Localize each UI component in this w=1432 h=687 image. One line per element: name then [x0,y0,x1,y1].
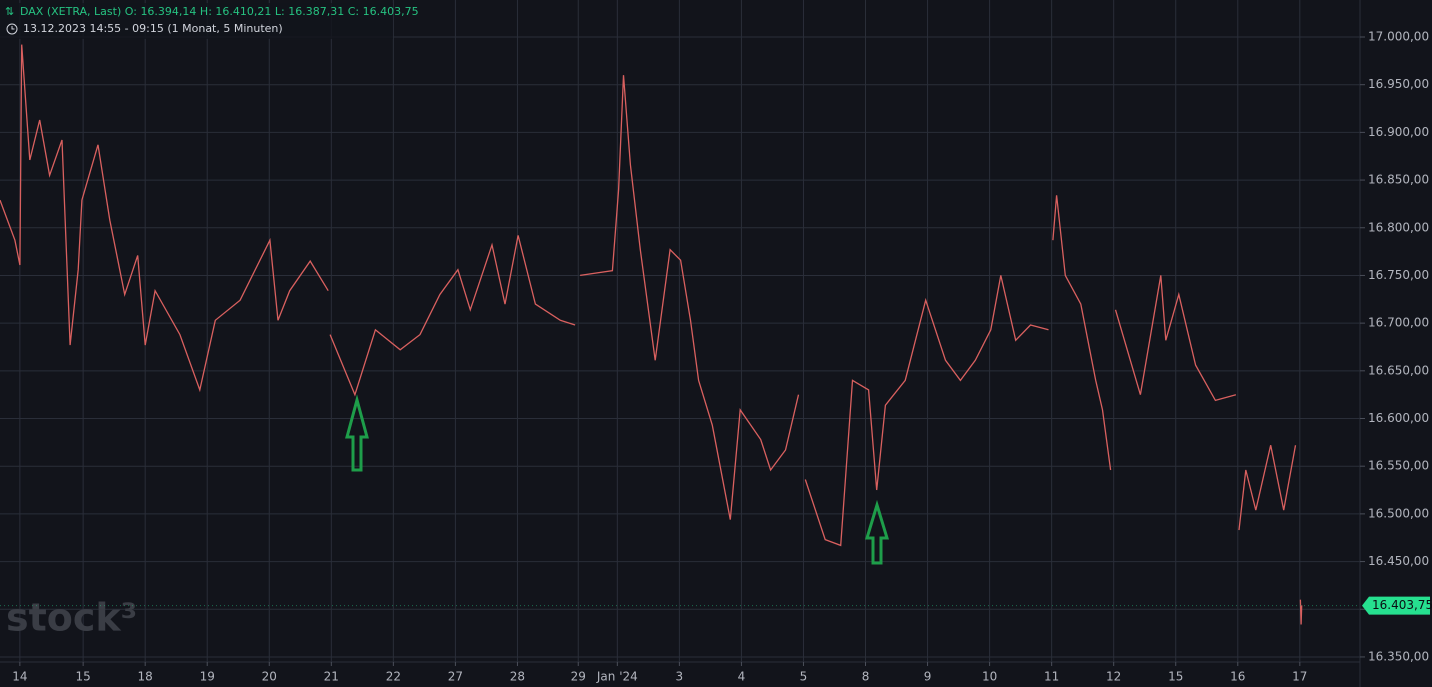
clock-hands [11,26,15,30]
price-line [0,44,329,393]
watermark: stock³ [6,596,137,640]
y-tick-label: 16.350,00 [1368,649,1429,663]
price-line [804,275,1049,547]
x-tick-label: Jan '24 [596,670,638,684]
clock-icon [6,23,18,35]
y-tick-label: 16.550,00 [1368,459,1429,473]
icon: ⇅ [5,5,14,18]
price-line [1299,599,1303,625]
ohlc-label: O: [125,5,137,18]
x-tick-label: 18 [138,670,153,684]
x-tick-label: 29 [571,670,586,684]
x-tick-label: 27 [448,670,463,684]
ohlc-value: 16.410,21 [215,5,271,18]
x-tick-label: 5 [800,670,808,684]
x-tick-label: 20 [262,670,277,684]
x-tick-label: 21 [324,670,339,684]
x-tick-label: 8 [862,670,870,684]
x-tick-label: 10 [982,670,997,684]
x-tick-label: 14 [12,670,27,684]
price-line [1114,275,1237,402]
y-tick-label: 16.900,00 [1368,125,1429,139]
ohlc-value: 16.394,14 [140,5,196,18]
y-tick-label: 16.600,00 [1368,411,1429,425]
x-tick-label: 9 [924,670,932,684]
title: DAX (XETRA, Last) [20,5,121,18]
x-tick-label: 16 [1230,670,1245,684]
x-tick-label: 17 [1292,670,1307,684]
legend-background [0,3,393,39]
subtitle: 13.12.2023 14:55 - 09:15 (1 Monat, 5 Min… [23,22,283,35]
y-tick-label: 16.750,00 [1368,268,1429,282]
x-tick-label: 11 [1044,670,1059,684]
ohlc-label: L: [275,5,285,18]
plot [0,44,1303,625]
header: DAX (XETRA, Last) O: 16.394,14 H: 16.410… [20,5,419,18]
x-tick-label: 28 [510,670,525,684]
x-tick-label: 22 [386,670,401,684]
ohlc-label: H: [200,5,212,18]
price-line [329,235,576,397]
x-tick-label: 19 [200,670,215,684]
ohlc-label: C: [348,5,359,18]
last-price-badge [1362,596,1430,615]
y-tick-label: 16.800,00 [1368,220,1429,234]
y-tick-label: 16.850,00 [1368,173,1429,187]
y-tick-label: 17.000,00 [1368,30,1429,44]
y-tick-label: 16.500,00 [1368,506,1429,520]
last-price-label: 16.403,75 [1372,598,1432,612]
y-tick-label: 16.450,00 [1368,554,1429,568]
price-line [1052,195,1112,471]
ohlc-value: 16.403,75 [363,5,419,18]
x-tick-label: 12 [1106,670,1121,684]
price-line [1238,445,1297,531]
ohlc-value: 16.387,31 [288,5,344,18]
y-tick-label: 16.700,00 [1368,316,1429,330]
x-tick-label: 4 [738,670,746,684]
arrow [864,499,890,565]
x-tick-label: 3 [676,670,684,684]
arrow [345,394,369,472]
y-tick-label: 16.650,00 [1368,363,1429,377]
x-tick-label: 15 [1168,670,1183,684]
grid [0,0,1360,662]
x-tick-label: 15 [75,670,90,684]
y-tick-label: 16.950,00 [1368,77,1429,91]
price-line [580,75,800,520]
